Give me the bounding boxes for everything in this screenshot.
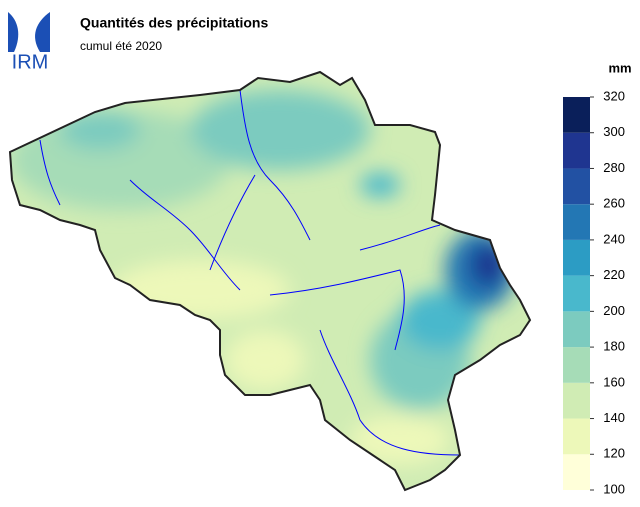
legend-tick-label: 100 bbox=[603, 481, 625, 496]
legend-tick-label: 280 bbox=[603, 160, 625, 175]
legend-bin bbox=[563, 239, 590, 276]
legend-bin bbox=[563, 382, 590, 419]
legend-tick-label: 300 bbox=[603, 124, 625, 139]
logo: IRM bbox=[8, 12, 50, 73]
legend-bin bbox=[563, 132, 590, 169]
legend-bin bbox=[563, 454, 590, 490]
title: Quantités des précipitations bbox=[80, 15, 268, 31]
legend-unit: mm bbox=[608, 60, 631, 75]
legend-tick-label: 140 bbox=[603, 410, 625, 425]
legend-bin bbox=[563, 311, 590, 348]
legend-tick-label: 240 bbox=[603, 231, 625, 246]
legend-tick-label: 320 bbox=[603, 88, 625, 103]
legend-tick-label: 160 bbox=[603, 374, 625, 389]
map bbox=[10, 72, 530, 490]
legend-tick-label: 260 bbox=[603, 196, 625, 211]
subtitle: cumul été 2020 bbox=[80, 39, 162, 53]
legend-tick-label: 180 bbox=[603, 339, 625, 354]
legend: 100 120 140 160 180 200 220 240 260 280 300 320 bbox=[563, 88, 625, 496]
legend-tick-label: 220 bbox=[603, 267, 625, 282]
legend-tick-label: 200 bbox=[603, 303, 625, 318]
legend-tick-label: 120 bbox=[603, 446, 625, 461]
legend-bin bbox=[563, 347, 590, 383]
legend-bin bbox=[563, 97, 590, 133]
legend-bin bbox=[563, 204, 590, 240]
legend-bin bbox=[563, 275, 590, 312]
legend-bin bbox=[563, 168, 590, 205]
legend-bin bbox=[563, 418, 590, 455]
logo-text: IRM bbox=[12, 51, 49, 73]
border bbox=[8, 70, 532, 492]
rivers bbox=[39, 89, 461, 456]
